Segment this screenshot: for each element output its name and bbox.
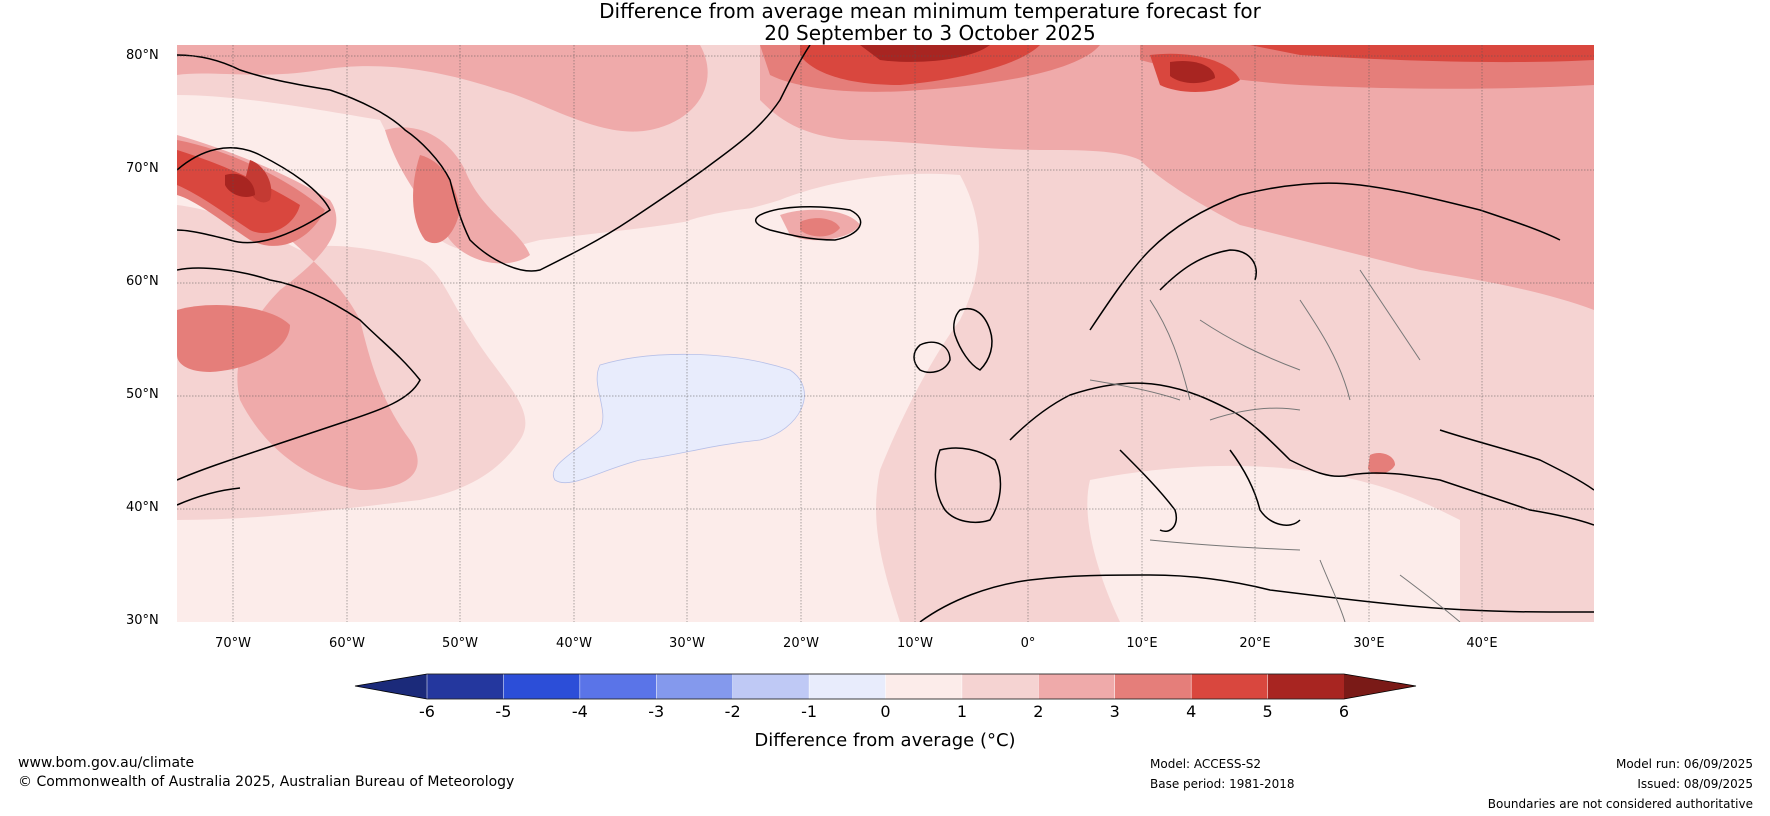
anomaly-zone-3-4-labrador <box>177 305 290 372</box>
lon-label-30e: 30°E <box>1353 636 1385 651</box>
footer-model: Model: ACCESS-S2 <box>1150 757 1262 771</box>
lon-label-60w: 60°W <box>329 636 365 651</box>
colorbar-box-4 <box>732 673 810 700</box>
colorbar-box-1 <box>503 673 581 700</box>
colorbar <box>354 673 1417 700</box>
anomaly-zone-3-4-blacksea <box>1368 453 1395 475</box>
map-title-line2: 20 September to 3 October 2025 <box>764 21 1096 45</box>
lat-label-40n: 40°N <box>126 500 159 515</box>
map-title-line1: Difference from average mean minimum tem… <box>599 0 1261 23</box>
colorbar-tick-label: -2 <box>724 702 741 721</box>
footer-base-period: Base period: 1981-2018 <box>1150 777 1295 791</box>
colorbar-tick-label: 3 <box>1109 702 1120 721</box>
lon-label-30w: 30°W <box>669 636 705 651</box>
anomaly-zone-4-5-arctic <box>1250 45 1594 63</box>
anomaly-zone-5-6-greenland <box>860 45 990 62</box>
lon-label-50w: 50°W <box>442 636 478 651</box>
lat-label-50n: 50°N <box>126 387 159 402</box>
footer-issued: Issued: 08/09/2025 <box>1637 777 1753 791</box>
colorbar-box-5 <box>808 673 887 700</box>
colorbar-tick-label: 0 <box>880 702 891 721</box>
anomaly-zone-5-6-baffin <box>225 173 255 197</box>
colorbar-box-3 <box>656 673 734 700</box>
colorbar-tick-label: 6 <box>1338 702 1350 721</box>
coastlines <box>177 45 1594 622</box>
lon-label-40e: 40°E <box>1466 636 1498 651</box>
colorbar-tick-label: 4 <box>1186 702 1197 721</box>
colorbar-tick-label: -4 <box>571 702 588 721</box>
anomaly-zone-4-5-greenland-n <box>800 45 1040 85</box>
anomaly-zone-0-1-e <box>1087 465 1460 622</box>
colorbar-box-8 <box>1038 673 1116 700</box>
colorbar-tick-label: 1 <box>956 702 967 721</box>
colorbar-tick-label: 5 <box>1262 702 1273 721</box>
anomaly-zone-2-3-north <box>177 45 708 132</box>
lat-label-60n: 60°N <box>126 274 159 289</box>
colorbar-box-6 <box>885 673 963 700</box>
lon-label-70w: 70°W <box>215 636 251 651</box>
colorbar-tick-label: -1 <box>801 702 818 721</box>
colorbar-tick-label: -3 <box>648 702 665 721</box>
colorbar-label: Difference from average (°C) <box>754 730 1016 751</box>
anomaly-zone-2-3-labrador <box>177 135 418 490</box>
colorbar-tick-label: 2 <box>1033 702 1044 721</box>
colorbar-box-10 <box>1190 673 1269 700</box>
country-borders <box>1089 269 1461 622</box>
footer-copyright: © Commonwealth of Australia 2025, Austra… <box>18 774 515 790</box>
lon-label-20e: 20°E <box>1239 636 1271 651</box>
footer-model-run: Model run: 06/09/2025 <box>1615 757 1753 771</box>
lat-label-70n: 70°N <box>126 161 159 176</box>
colorbar-tick-label: -6 <box>419 702 435 721</box>
graticule <box>177 45 1594 622</box>
anomaly-zone-3-4-iceland <box>800 218 840 237</box>
lon-label-20w: 20°W <box>783 636 819 651</box>
colorbar-over-triangle <box>1344 674 1416 699</box>
colorbar-box-11 <box>1267 673 1345 700</box>
colorbar-under-triangle <box>355 674 427 699</box>
anomaly-zone-2-3-arctic <box>760 45 1594 310</box>
map-area <box>177 45 1594 622</box>
colorbar-box-9 <box>1114 673 1192 700</box>
anomaly-zone-5-6-svalbard <box>1170 60 1215 84</box>
footer-boundaries-note: Boundaries are not considered authoritat… <box>1487 797 1753 811</box>
lat-label-80n: 80°N <box>126 48 159 63</box>
lon-label-0: 0° <box>1020 636 1036 651</box>
lon-label-10w: 10°W <box>897 636 933 651</box>
lat-label-30n: 30°N <box>126 613 159 628</box>
lon-label-10e: 10°E <box>1126 636 1158 651</box>
colorbar-box-7 <box>961 673 1040 700</box>
footer-url-link[interactable]: www.bom.gov.au/climate <box>18 755 195 771</box>
lon-label-40w: 40°W <box>556 636 592 651</box>
anomaly-zone-negative <box>552 353 805 484</box>
colorbar-box-2 <box>579 673 657 700</box>
colorbar-tick-label: -5 <box>495 702 512 721</box>
colorbar-box-0 <box>426 673 505 700</box>
